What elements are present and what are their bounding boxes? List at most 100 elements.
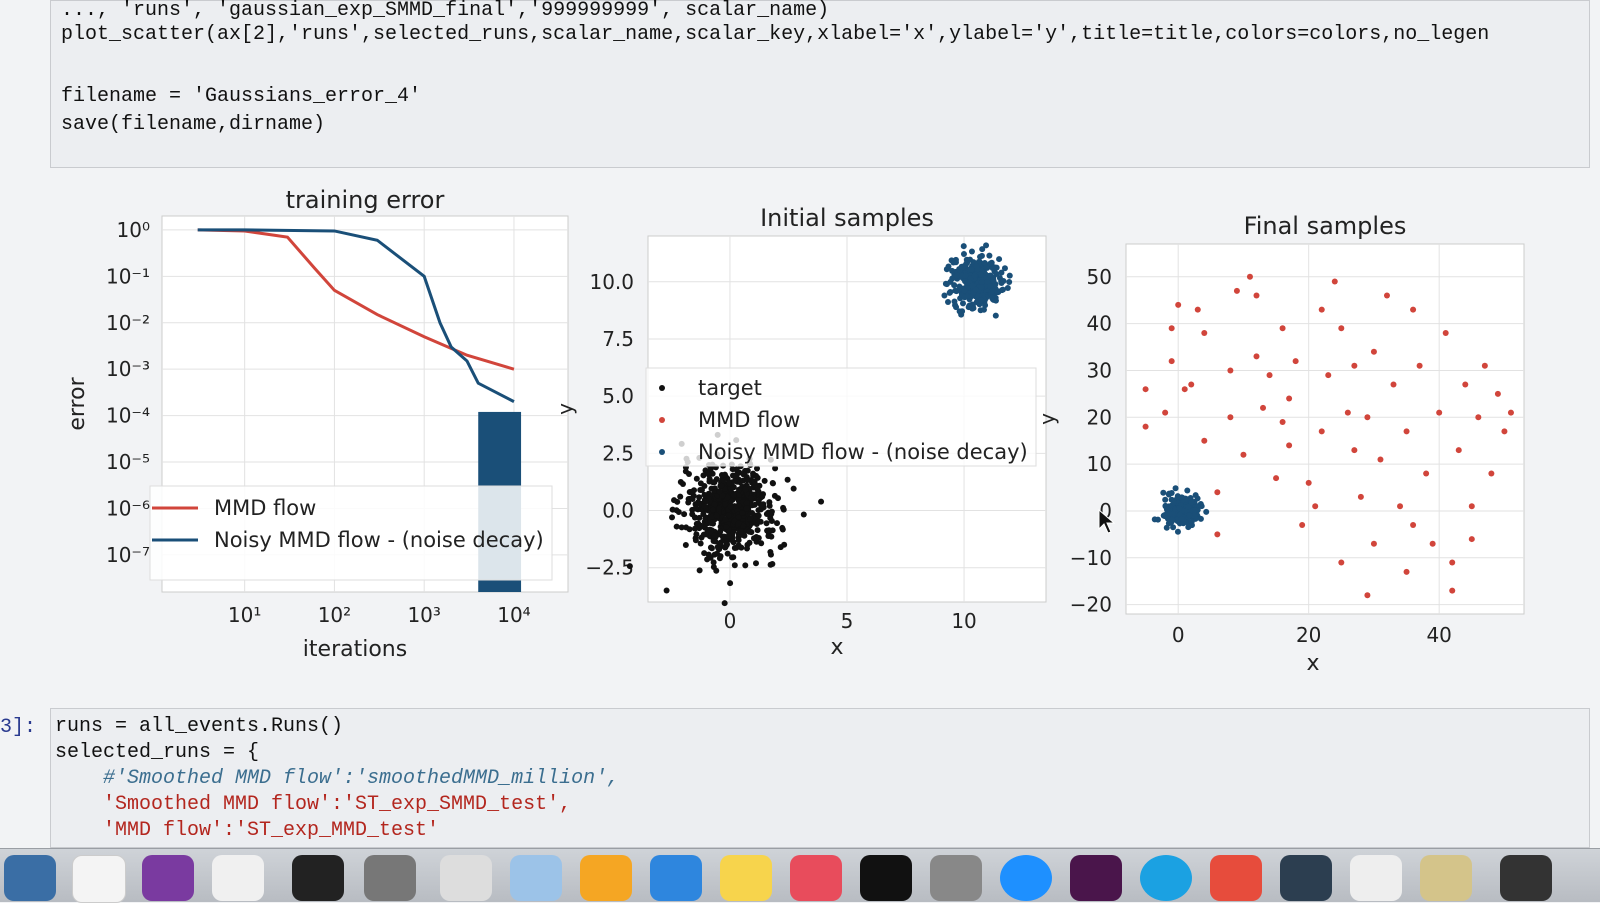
y-tick-label: 10⁻³ [106, 357, 150, 381]
preview-icon[interactable] [510, 855, 562, 901]
legend-swatch [659, 385, 665, 391]
scatter-point [1188, 499, 1195, 506]
activity-monitor-icon[interactable] [292, 855, 344, 901]
code-comment-line[interactable]: #'Smoothed MMD flow':'smoothedMMD_millio… [103, 767, 619, 790]
scatter-point [765, 533, 772, 540]
scatter-point [977, 253, 984, 260]
calendar-icon[interactable] [72, 855, 126, 903]
y-tick-label: 10 [1087, 452, 1112, 476]
onenote-icon[interactable] [142, 855, 194, 901]
browser-icon[interactable] [1000, 855, 1052, 901]
code-line[interactable]: plot_scatter(ax[2],'runs',selected_runs,… [61, 23, 1490, 46]
y-tick-label: 10⁻² [106, 311, 150, 335]
scatter-point [731, 562, 738, 569]
legend-swatch [659, 449, 665, 455]
app-icon[interactable] [1350, 855, 1402, 901]
scatter-point [954, 272, 961, 279]
scatter-point [722, 501, 729, 508]
scatter-point [752, 560, 759, 567]
legend-entry: target [698, 376, 762, 400]
scatter-point [1370, 348, 1377, 355]
scatter-point [770, 480, 777, 487]
scatter-point [752, 481, 759, 488]
y-tick-label: 10.0 [589, 270, 634, 294]
scatter-point [721, 471, 728, 478]
app-icon[interactable] [1210, 855, 1262, 901]
scatter-point [1403, 428, 1410, 435]
photos-icon[interactable] [580, 855, 632, 901]
scatter-point [981, 260, 988, 267]
scatter-point [999, 286, 1006, 293]
scatter-point [723, 524, 730, 531]
scatter-point [1170, 524, 1177, 531]
code-line[interactable]: selected_runs = { [55, 741, 260, 764]
scatter-point [744, 545, 751, 552]
y-tick-label: 10⁰ [117, 218, 150, 242]
scatter-point [949, 275, 956, 282]
scatter-point [1455, 447, 1462, 454]
x-tick-label: 10³ [407, 603, 440, 627]
code-line[interactable]: save(filename,dirname) [61, 113, 326, 136]
scatter-point [1164, 509, 1171, 516]
scatter-point [702, 515, 709, 522]
code-line[interactable]: filename = 'Gaussians_error_4' [61, 85, 422, 108]
scatter-point [754, 527, 761, 534]
scatter-point [1168, 358, 1175, 365]
code-line[interactable]: 'Smoothed MMD flow':'ST_exp_SMMD_test', [103, 793, 571, 816]
x-tick-label: 0 [1172, 623, 1185, 647]
x-tick-label: 20 [1296, 623, 1321, 647]
scatter-point [689, 511, 696, 518]
code-cell-bottom[interactable]: runs = all_events.Runs() selected_runs =… [50, 708, 1590, 848]
music-icon[interactable] [790, 855, 842, 901]
system-preferences-icon[interactable] [364, 855, 416, 901]
code-line[interactable]: runs = all_events.Runs() [55, 715, 344, 738]
scatter-point [754, 474, 761, 481]
finder-icon[interactable] [4, 855, 56, 901]
scatter-point [784, 476, 791, 483]
scatter-point [1185, 503, 1192, 510]
scatter-point [1201, 437, 1208, 444]
scatter-point [989, 265, 996, 272]
app-icon[interactable] [1420, 855, 1472, 901]
app-icon[interactable] [1280, 855, 1332, 901]
scatter-point [700, 472, 707, 479]
skype-icon[interactable] [1140, 855, 1192, 901]
y-tick-label: 0.0 [602, 499, 634, 523]
textedit-icon[interactable] [440, 855, 492, 901]
scatter-point [1410, 306, 1417, 313]
code-line[interactable]: 'MMD flow':'ST_exp_MMD_test' [103, 819, 439, 842]
scatter-point [1410, 522, 1417, 529]
notes-icon[interactable] [720, 855, 772, 901]
scatter-point [951, 298, 958, 305]
scatter-point [626, 563, 633, 570]
scatter-point [984, 278, 991, 285]
scatter-point [1178, 515, 1185, 522]
legend-swatch [659, 417, 665, 423]
scatter-point [996, 256, 1003, 263]
app-store-icon[interactable] [650, 855, 702, 901]
scatter-point [723, 539, 730, 546]
code-cell-top[interactable]: ..., 'runs', 'gaussian_exp_SMMD_final','… [50, 0, 1590, 168]
code-line[interactable]: ..., 'runs', 'gaussian_exp_SMMD_final','… [61, 0, 830, 22]
scatter-point [735, 492, 742, 499]
x-axis-label: iterations [303, 637, 407, 662]
app-icon[interactable] [930, 855, 982, 901]
scatter-point [960, 243, 967, 250]
y-tick-label: 40 [1087, 312, 1112, 336]
scatter-point [695, 499, 702, 506]
x-tick-label: 10 [951, 609, 976, 633]
reminders-icon[interactable] [212, 855, 264, 901]
scatter-point [717, 528, 724, 535]
scatter-point [1191, 507, 1198, 514]
x-tick-label: 10⁴ [497, 603, 530, 627]
scatter-point [716, 488, 723, 495]
app-icon[interactable] [1500, 855, 1552, 901]
scatter-point [1186, 512, 1193, 519]
y-tick-label: 20 [1087, 405, 1112, 429]
slack-icon[interactable] [1070, 855, 1122, 901]
scatter-point [710, 559, 717, 566]
scatter-point [998, 269, 1005, 276]
terminal-icon[interactable] [860, 855, 912, 901]
scatter-point [1246, 273, 1253, 280]
scatter-point [983, 242, 990, 249]
